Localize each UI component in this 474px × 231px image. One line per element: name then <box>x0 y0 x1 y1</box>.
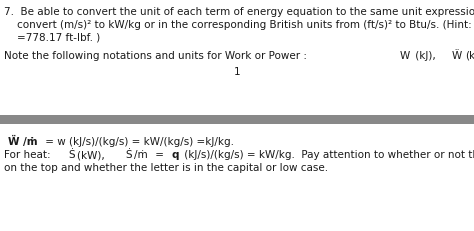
Text: Note the following notations and units for Work or Power :: Note the following notations and units f… <box>4 51 310 61</box>
Text: q: q <box>171 150 179 160</box>
Text: (kJ/s)/(kg/s) = kW/kg.  Pay attention to whether or not there is a: (kJ/s)/(kg/s) = kW/kg. Pay attention to … <box>181 150 474 160</box>
Text: = w (kJ/s)/(kg/s) = kW/(kg/s) =kJ/kg.: = w (kJ/s)/(kg/s) = kW/(kg/s) =kJ/kg. <box>42 137 234 147</box>
Text: =: = <box>152 150 167 160</box>
Text: /ṁ: /ṁ <box>23 137 37 147</box>
Text: (kW),: (kW), <box>77 150 114 160</box>
Text: on the top and whether the letter is in the capital or low case.: on the top and whether the letter is in … <box>4 163 328 173</box>
Text: =778.17 ft-lbf. ): =778.17 ft-lbf. ) <box>4 33 100 43</box>
Text: 7.  Be able to convert the unit of each term of energy equation to the same unit: 7. Be able to convert the unit of each t… <box>4 7 474 17</box>
Bar <box>0 115 474 124</box>
Text: Ṡ: Ṡ <box>68 150 75 160</box>
Text: Ẅ: Ẅ <box>8 137 19 147</box>
Text: convert (m/s)² to kW/kg or in the corresponding British units from (ft/s)² to Bt: convert (m/s)² to kW/kg or in the corres… <box>4 20 474 30</box>
Text: W: W <box>399 51 410 61</box>
Text: (kW),: (kW), <box>465 51 474 61</box>
Text: 1: 1 <box>234 67 240 77</box>
Text: (kJ),: (kJ), <box>412 51 443 61</box>
Text: For heat:: For heat: <box>4 150 54 160</box>
Text: /ṁ: /ṁ <box>134 150 147 160</box>
Text: Ẅ: Ẅ <box>451 51 462 61</box>
Text: Ṡ: Ṡ <box>125 150 132 160</box>
